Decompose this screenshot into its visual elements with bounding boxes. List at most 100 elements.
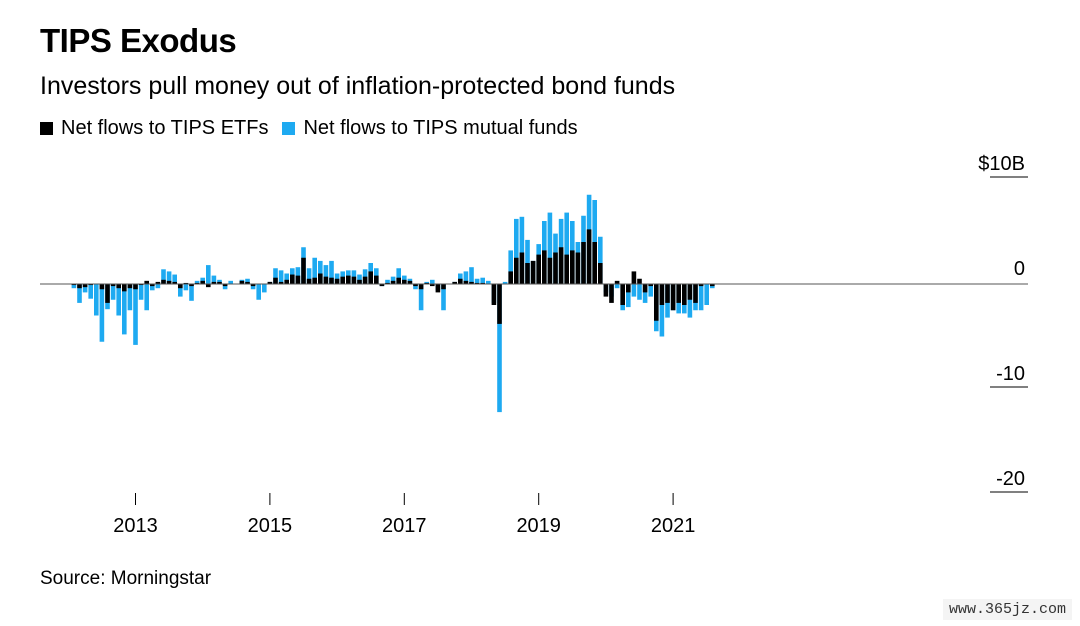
bar-etfs [592,242,597,284]
bar-etfs [564,254,569,284]
bar-etfs [82,284,88,288]
bar-etfs [396,277,401,284]
bar-etfs [122,284,127,292]
bar-etfs [452,281,457,284]
bar-etfs [351,276,357,284]
bar-etfs [558,247,564,284]
bar-mutual-funds [250,284,256,290]
legend-item-etfs: Net flows to TIPS ETFs [40,117,268,140]
legend-swatch-etfs [40,122,53,135]
bar-etfs [418,284,424,290]
bar-mutual-funds [306,268,312,284]
bar-etfs [463,280,469,284]
bar-etfs [575,252,581,284]
legend-swatch-mutual-funds [282,122,296,135]
bar-mutual-funds [110,284,116,300]
bar-etfs [469,281,474,284]
bar-mutual-funds [547,212,553,284]
bar-etfs [368,271,373,284]
bar-etfs [654,284,659,321]
legend-item-mutual-funds: Net flows to TIPS mutual funds [282,117,578,140]
bar-mutual-funds [441,284,446,311]
bar-etfs [346,275,351,284]
bar-etfs [642,284,648,293]
bar-mutual-funds [390,276,396,284]
bar-mutual-funds [318,260,323,284]
bar-etfs [194,282,200,284]
bar-mutual-funds [385,279,390,284]
bar-etfs [88,284,93,286]
bar-mutual-funds [642,284,648,303]
source-note: Source: Morningstar [40,568,212,589]
bar-etfs [340,276,345,284]
bar-etfs [161,279,166,284]
bar-etfs [278,281,284,284]
bar-mutual-funds [94,284,99,316]
bar-etfs [200,280,205,284]
bar-etfs [514,257,519,284]
bar-mutual-funds [474,278,480,284]
bar-mutual-funds [116,284,121,316]
bar-mutual-funds [418,284,424,311]
bar-etfs [530,260,536,284]
bar-etfs [441,284,446,290]
bar-mutual-funds [222,284,228,290]
bar-etfs [603,284,609,297]
bar-etfs [620,284,625,305]
bar-mutual-funds [206,265,211,284]
bar-mutual-funds [329,260,334,284]
bar-etfs [598,263,603,284]
bar-mutual-funds [144,284,149,311]
bar-etfs [334,278,340,284]
chart-title: TIPS Exodus [40,22,237,59]
bar-etfs [150,284,155,287]
bar-mutual-funds [469,267,474,284]
bar-mutual-funds [99,284,105,342]
y-tick-label: -10 [996,363,1025,385]
bar-etfs [306,278,312,284]
bar-etfs [542,250,547,284]
bar-mutual-funds [626,284,631,308]
bar-etfs [172,281,177,284]
bar-mutual-funds [183,284,189,291]
bar-mutual-funds [278,270,284,284]
bar-etfs [474,282,480,284]
bar-etfs [637,278,642,284]
bar-etfs [670,284,676,311]
bar-mutual-funds [564,212,569,284]
bar-etfs [127,284,133,289]
bar-etfs [357,279,362,284]
bar-etfs [329,277,334,284]
bar-mutual-funds [312,257,317,284]
bar-etfs [665,284,670,303]
legend-label-mutual-funds: Net flows to TIPS mutual funds [303,117,578,139]
bar-mutual-funds [88,284,93,299]
bar-etfs [682,284,687,305]
bar-etfs [267,281,273,284]
bar-etfs [581,242,586,284]
bar-etfs [166,280,172,284]
bar-etfs [693,284,698,303]
bar-mutual-funds [323,265,329,284]
bar-etfs [250,284,256,287]
bar-mutual-funds [262,284,267,293]
bar-etfs [435,284,441,293]
bar-etfs [183,282,189,284]
bar-mutual-funds [122,284,127,335]
bar-mutual-funds [166,271,172,284]
bar-etfs [430,284,435,287]
bar-etfs [374,275,379,284]
bar-mutual-funds [127,284,133,311]
bar-etfs [211,281,217,284]
bar-mutual-funds [502,281,508,284]
bar-etfs [105,284,110,303]
bar-etfs [659,284,665,305]
bar-etfs [491,284,497,305]
chart-subtitle: Investors pull money out of inflation-pr… [40,72,676,100]
bar-mutual-funds [598,236,603,284]
bar-etfs [206,284,211,288]
bar-mutual-funds [514,218,519,284]
bar-etfs [133,284,138,290]
bar-mutual-funds [698,284,704,311]
